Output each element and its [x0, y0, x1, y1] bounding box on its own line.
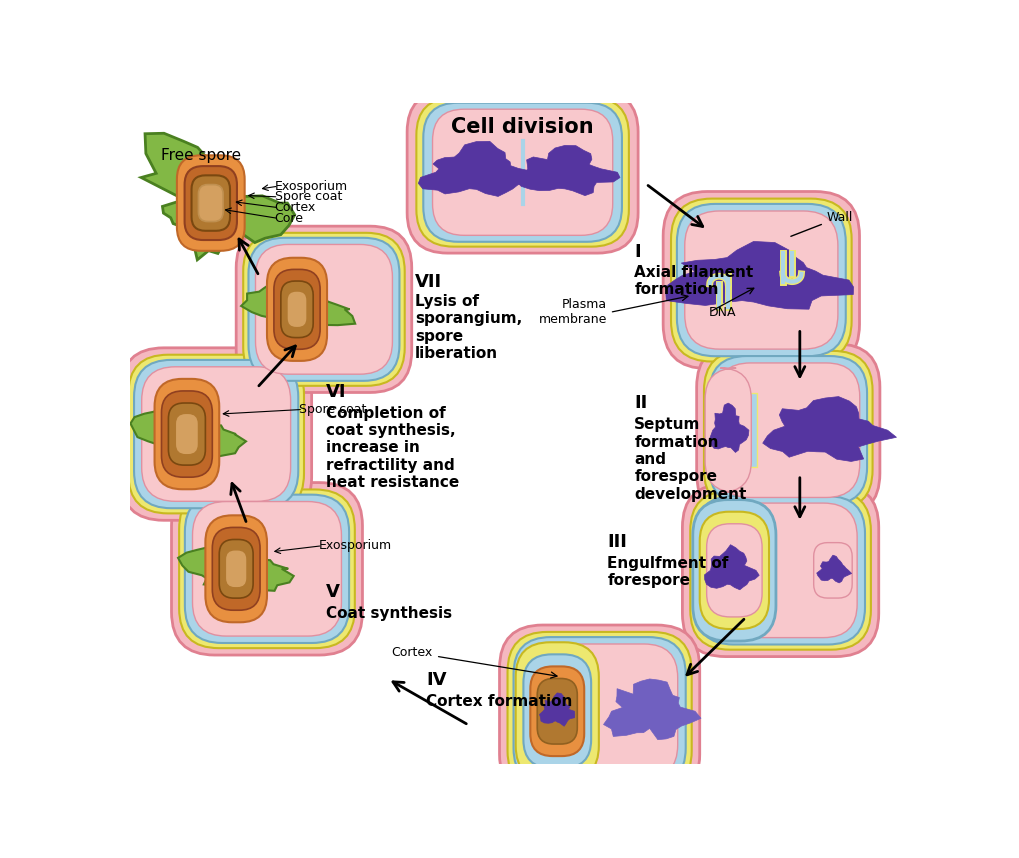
FancyBboxPatch shape [184, 495, 350, 643]
Text: Cortex formation: Cortex formation [426, 694, 573, 710]
FancyBboxPatch shape [249, 238, 399, 381]
FancyBboxPatch shape [244, 233, 405, 386]
FancyBboxPatch shape [155, 379, 219, 489]
Text: I: I [634, 243, 641, 261]
Text: Core: Core [275, 212, 304, 225]
FancyBboxPatch shape [530, 667, 584, 756]
Polygon shape [665, 241, 854, 309]
Text: Coat synthesis: Coat synthesis [326, 606, 452, 621]
FancyBboxPatch shape [685, 211, 838, 349]
Text: Spore coat: Spore coat [275, 190, 342, 203]
FancyBboxPatch shape [142, 366, 290, 501]
Text: IV: IV [426, 672, 447, 690]
Text: VI: VI [326, 383, 346, 401]
FancyBboxPatch shape [171, 482, 363, 655]
Text: II: II [634, 395, 647, 412]
Text: Spore coat: Spore coat [300, 403, 367, 416]
FancyBboxPatch shape [690, 491, 871, 650]
FancyBboxPatch shape [507, 632, 692, 790]
FancyBboxPatch shape [192, 175, 230, 231]
FancyBboxPatch shape [537, 679, 578, 744]
FancyBboxPatch shape [709, 356, 867, 505]
FancyBboxPatch shape [175, 414, 199, 455]
FancyBboxPatch shape [274, 269, 320, 349]
Polygon shape [763, 396, 897, 462]
FancyBboxPatch shape [516, 643, 599, 780]
FancyBboxPatch shape [179, 489, 355, 648]
FancyBboxPatch shape [256, 245, 392, 374]
FancyBboxPatch shape [199, 184, 223, 221]
Polygon shape [130, 388, 246, 480]
Text: Engulfment of
forespore: Engulfment of forespore [607, 556, 729, 588]
FancyBboxPatch shape [135, 360, 299, 508]
FancyBboxPatch shape [161, 391, 212, 477]
FancyBboxPatch shape [524, 655, 591, 768]
FancyBboxPatch shape [663, 191, 859, 369]
Polygon shape [709, 403, 749, 452]
FancyBboxPatch shape [693, 499, 775, 641]
FancyBboxPatch shape [814, 542, 852, 598]
FancyBboxPatch shape [683, 484, 878, 656]
Polygon shape [178, 524, 293, 609]
Text: Exosporium: Exosporium [275, 179, 347, 192]
FancyBboxPatch shape [287, 291, 307, 328]
Polygon shape [704, 545, 759, 589]
Text: VII: VII [415, 273, 442, 291]
Text: Plasma
membrane: Plasma membrane [539, 299, 607, 326]
FancyBboxPatch shape [206, 516, 267, 622]
FancyBboxPatch shape [212, 528, 260, 610]
FancyBboxPatch shape [168, 403, 206, 465]
FancyBboxPatch shape [432, 109, 612, 235]
FancyBboxPatch shape [704, 503, 857, 637]
FancyBboxPatch shape [671, 198, 852, 361]
FancyBboxPatch shape [193, 502, 341, 636]
FancyBboxPatch shape [177, 155, 245, 251]
FancyBboxPatch shape [184, 166, 237, 240]
FancyBboxPatch shape [236, 227, 412, 392]
FancyBboxPatch shape [522, 644, 678, 778]
FancyBboxPatch shape [514, 637, 686, 785]
FancyBboxPatch shape [700, 511, 769, 629]
Text: Free spore: Free spore [161, 148, 240, 163]
FancyBboxPatch shape [128, 354, 304, 513]
FancyBboxPatch shape [417, 98, 629, 246]
Text: Cell division: Cell division [451, 117, 594, 136]
Polygon shape [142, 133, 294, 260]
FancyBboxPatch shape [704, 351, 872, 510]
FancyBboxPatch shape [120, 347, 312, 520]
FancyBboxPatch shape [423, 103, 622, 242]
FancyBboxPatch shape [408, 92, 638, 253]
FancyBboxPatch shape [716, 363, 860, 498]
FancyBboxPatch shape [677, 204, 846, 356]
FancyBboxPatch shape [225, 550, 247, 588]
FancyBboxPatch shape [705, 368, 751, 492]
FancyBboxPatch shape [706, 523, 762, 617]
Polygon shape [539, 693, 575, 726]
Text: V: V [326, 583, 340, 601]
Text: Exosporium: Exosporium [319, 539, 391, 553]
Text: Completion of
coat synthesis,
increase in
refractility and
heat resistance: Completion of coat synthesis, increase i… [326, 406, 460, 490]
Polygon shape [816, 555, 852, 583]
Polygon shape [603, 679, 701, 740]
Text: Septum
formation
and
forespore
development: Septum formation and forespore developme… [634, 417, 747, 502]
FancyBboxPatch shape [499, 625, 700, 797]
FancyBboxPatch shape [281, 281, 313, 337]
Polygon shape [242, 267, 356, 351]
Text: III: III [607, 533, 628, 551]
Polygon shape [516, 145, 620, 196]
Text: DNA: DNA [709, 306, 737, 319]
Text: Cortex: Cortex [391, 646, 557, 678]
Text: Axial filament
formation: Axial filament formation [634, 264, 753, 297]
Text: Lysis of
sporangium,
spore
liberation: Lysis of sporangium, spore liberation [415, 294, 522, 361]
FancyBboxPatch shape [696, 496, 865, 644]
Text: Wall: Wall [791, 211, 853, 236]
Text: Cortex: Cortex [275, 201, 316, 214]
FancyBboxPatch shape [267, 257, 327, 361]
FancyBboxPatch shape [697, 344, 879, 517]
Polygon shape [419, 142, 540, 196]
FancyBboxPatch shape [219, 540, 253, 598]
